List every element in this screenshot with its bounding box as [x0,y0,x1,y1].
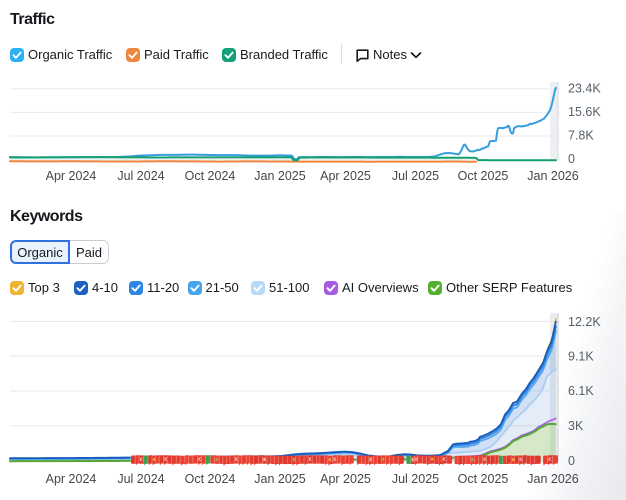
svg-text:15.6K: 15.6K [568,105,601,119]
svg-text:Oct 2024: Oct 2024 [185,169,236,183]
svg-text:Apr 2024: Apr 2024 [46,169,97,183]
svg-text:Jan 2025: Jan 2025 [254,472,305,486]
svg-text:Jul 2024: Jul 2024 [117,472,164,486]
svg-text:Oct 2024: Oct 2024 [185,472,236,486]
svg-text:Jan 2026: Jan 2026 [527,169,578,183]
svg-text:Jul 2024: Jul 2024 [117,169,164,183]
svg-text:Apr 2024: Apr 2024 [46,472,97,486]
svg-text:Oct 2025: Oct 2025 [458,169,509,183]
svg-text:3K: 3K [568,419,584,433]
svg-text:Apr 2025: Apr 2025 [320,472,371,486]
svg-text:23.4K: 23.4K [568,82,601,96]
svg-text:Apr 2025: Apr 2025 [320,169,371,183]
svg-text:Oct 2025: Oct 2025 [458,472,509,486]
svg-text:12.2K: 12.2K [568,315,601,329]
svg-text:7.8K: 7.8K [568,129,594,143]
svg-text:Jul 2025: Jul 2025 [392,472,439,486]
svg-text:Jul 2025: Jul 2025 [392,169,439,183]
svg-text:0: 0 [568,152,575,166]
svg-text:Jan 2026: Jan 2026 [527,472,578,486]
svg-text:9.1K: 9.1K [568,350,594,364]
svg-text:6.1K: 6.1K [568,384,594,398]
svg-text:0: 0 [568,454,575,468]
svg-text:Jan 2025: Jan 2025 [254,169,305,183]
